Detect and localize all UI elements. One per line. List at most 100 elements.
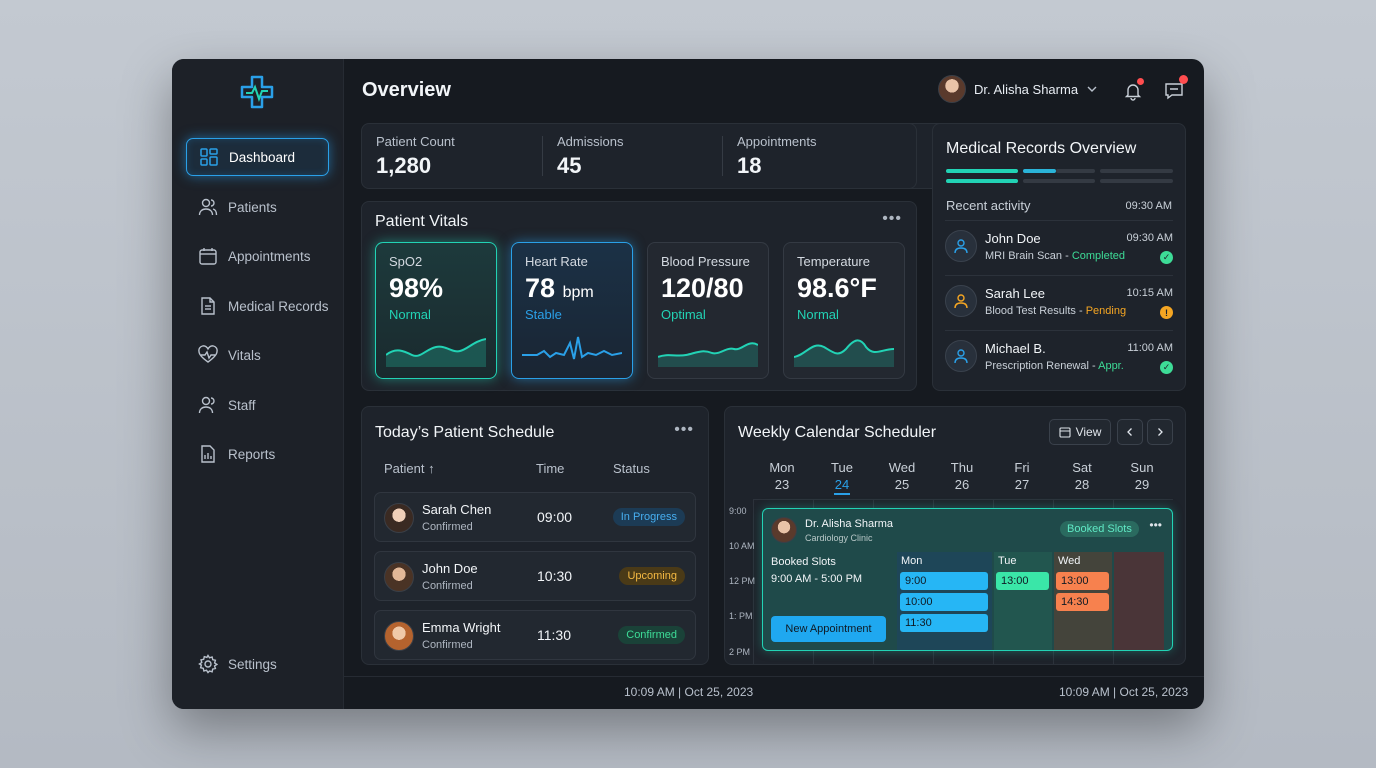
calendar-icon <box>199 248 217 265</box>
sidebar-item-dashboard[interactable]: Dashboard <box>186 138 329 176</box>
sidebar-item-label: Settings <box>228 656 277 672</box>
bell-icon[interactable] <box>1123 81 1143 101</box>
user-icon <box>945 340 977 372</box>
vital-heart-rate[interactable]: Heart Rate 78 bpm Stable <box>511 242 633 379</box>
footer-timestamp-right: 10:09 AM | Oct 25, 2023 <box>1059 685 1189 699</box>
avatar <box>384 621 414 651</box>
page-title: Overview <box>362 79 451 101</box>
progress-segment <box>946 179 1018 183</box>
chat-icon[interactable] <box>1164 81 1184 101</box>
sidebar-item-reports[interactable]: Reports <box>186 435 329 473</box>
more-options-icon[interactable]: ••• <box>882 210 902 227</box>
user-icon <box>945 285 977 317</box>
time-slot[interactable]: 13:00 <box>1056 572 1109 590</box>
list-item[interactable]: John Doe 09:30 AM MRI Brain Scan - Compl… <box>945 220 1173 270</box>
hour-label: 2 PM <box>729 647 751 657</box>
message-dot <box>1179 75 1188 84</box>
sparkline-chart <box>658 342 758 367</box>
vital-spo2[interactable]: SpO2 98% Normal <box>375 242 497 379</box>
user-menu[interactable]: Dr. Alisha Sharma <box>938 75 1098 103</box>
time-slot[interactable]: 13:00 <box>996 572 1049 590</box>
recent-activity-label: Recent activity <box>946 198 1031 213</box>
chevron-right-icon <box>1158 428 1163 436</box>
sidebar-item-label: Patients <box>228 199 277 215</box>
day-header-sat[interactable]: Sat 28 <box>1072 460 1092 492</box>
more-options-icon[interactable]: ••• <box>1149 518 1162 532</box>
recent-activity-time: 09:30 AM <box>1125 200 1172 212</box>
divider <box>542 136 543 176</box>
users-icon <box>198 198 218 216</box>
avatar <box>384 503 414 533</box>
medical-cross-logo-icon <box>240 75 274 109</box>
column-header-time[interactable]: Time <box>536 461 565 476</box>
medical-records-card: Medical Records Overview Recent activity… <box>932 123 1186 391</box>
avatar <box>384 562 414 592</box>
time-slot[interactable]: 10:00 <box>900 593 988 611</box>
slot-column-thu <box>1114 552 1164 650</box>
sidebar-item-patients[interactable]: Patients <box>186 188 329 226</box>
hour-label: 10 AM <box>729 541 755 551</box>
progress-segment <box>1056 169 1095 173</box>
time-slot[interactable]: 11:30 <box>900 614 988 632</box>
check-icon: ✓ <box>1160 251 1173 264</box>
slot-column-tue: Tue 13:00 <box>994 552 1052 650</box>
more-options-icon[interactable]: ••• <box>674 421 694 438</box>
prev-week-button[interactable] <box>1117 419 1143 445</box>
day-header-tue[interactable]: Tue 24 <box>812 459 872 495</box>
staff-icon <box>198 396 215 414</box>
user-name: Dr. Alisha Sharma <box>974 81 1079 97</box>
sidebar-item-medical-records[interactable]: Medical Records <box>186 287 329 325</box>
status-badge: Confirmed <box>618 626 685 644</box>
hour-label: 12 PM <box>729 576 756 586</box>
sidebar-item-label: Vitals <box>228 347 261 363</box>
new-appointment-button[interactable]: New Appointment <box>771 616 886 642</box>
day-header-thu[interactable]: Thu 26 <box>950 460 974 492</box>
list-item[interactable]: Sarah Lee 10:15 AM Blood Test Results - … <box>945 275 1173 325</box>
hour-label: 9:00 <box>729 506 747 516</box>
chevron-left-icon <box>1127 428 1132 436</box>
report-icon <box>201 445 215 463</box>
sidebar-item-settings[interactable]: Settings <box>186 645 329 683</box>
table-row[interactable]: Sarah Chen Confirmed 09:00 In Progress <box>374 492 696 542</box>
table-row[interactable]: Emma Wright Confirmed 11:30 Confirmed <box>374 610 696 660</box>
time-slot[interactable]: 9:00 <box>900 572 988 590</box>
day-header-fri[interactable]: Fri 27 <box>1014 460 1030 492</box>
booked-slots-panel[interactable]: Dr. Alisha Sharma Cardiology Clinic Book… <box>762 508 1173 651</box>
card-title: Medical Records Overview <box>946 140 1137 157</box>
slots-range: 9:00 AM - 5:00 PM <box>771 573 863 585</box>
avatar <box>938 75 966 103</box>
slots-label: Booked Slots <box>771 556 836 568</box>
next-week-button[interactable] <box>1147 419 1173 445</box>
user-icon <box>945 230 977 262</box>
chevron-down-icon <box>1087 86 1097 92</box>
sidebar: Dashboard Patients Appointments Medical … <box>172 59 344 709</box>
list-item[interactable]: Michael B. 11:00 AM Prescription Renewal… <box>945 330 1173 380</box>
event-clinic: Cardiology Clinic <box>805 533 873 543</box>
hour-label: 1: PM <box>729 611 753 621</box>
day-header-mon[interactable]: Mon 23 <box>769 460 795 492</box>
notification-dot <box>1137 78 1144 85</box>
progress-segment <box>1023 179 1095 183</box>
sidebar-item-appointments[interactable]: Appointments <box>186 237 329 275</box>
column-header-patient[interactable]: Patient ↑ <box>384 461 435 476</box>
heart-pulse-icon <box>198 345 218 363</box>
day-header-wed[interactable]: Wed 25 <box>888 460 916 492</box>
app-window: Dashboard Patients Appointments Medical … <box>172 59 1204 709</box>
table-row[interactable]: John Doe Confirmed 10:30 Upcoming <box>374 551 696 601</box>
view-button[interactable]: View <box>1049 419 1111 445</box>
vital-blood-pressure[interactable]: Blood Pressure 120/80 Optimal <box>647 242 769 379</box>
card-title: Patient Vitals <box>375 213 469 230</box>
column-header-status[interactable]: Status <box>613 461 650 476</box>
calendar-icon <box>1059 427 1071 438</box>
vital-temperature[interactable]: Temperature 98.6°F Normal <box>783 242 905 379</box>
day-header-sun[interactable]: Sun 29 <box>1130 460 1154 492</box>
time-slot[interactable]: 14:30 <box>1056 593 1109 611</box>
sidebar-item-label: Medical Records <box>228 298 329 314</box>
event-doctor: Dr. Alisha Sharma <box>805 518 894 530</box>
sidebar-item-label: Reports <box>228 446 276 462</box>
stat-appointments: Appointments 18 <box>737 134 817 178</box>
sidebar-item-staff[interactable]: Staff <box>186 386 329 424</box>
divider <box>722 136 723 176</box>
status-badge: Upcoming <box>619 567 685 585</box>
sidebar-item-vitals[interactable]: Vitals <box>186 336 329 374</box>
